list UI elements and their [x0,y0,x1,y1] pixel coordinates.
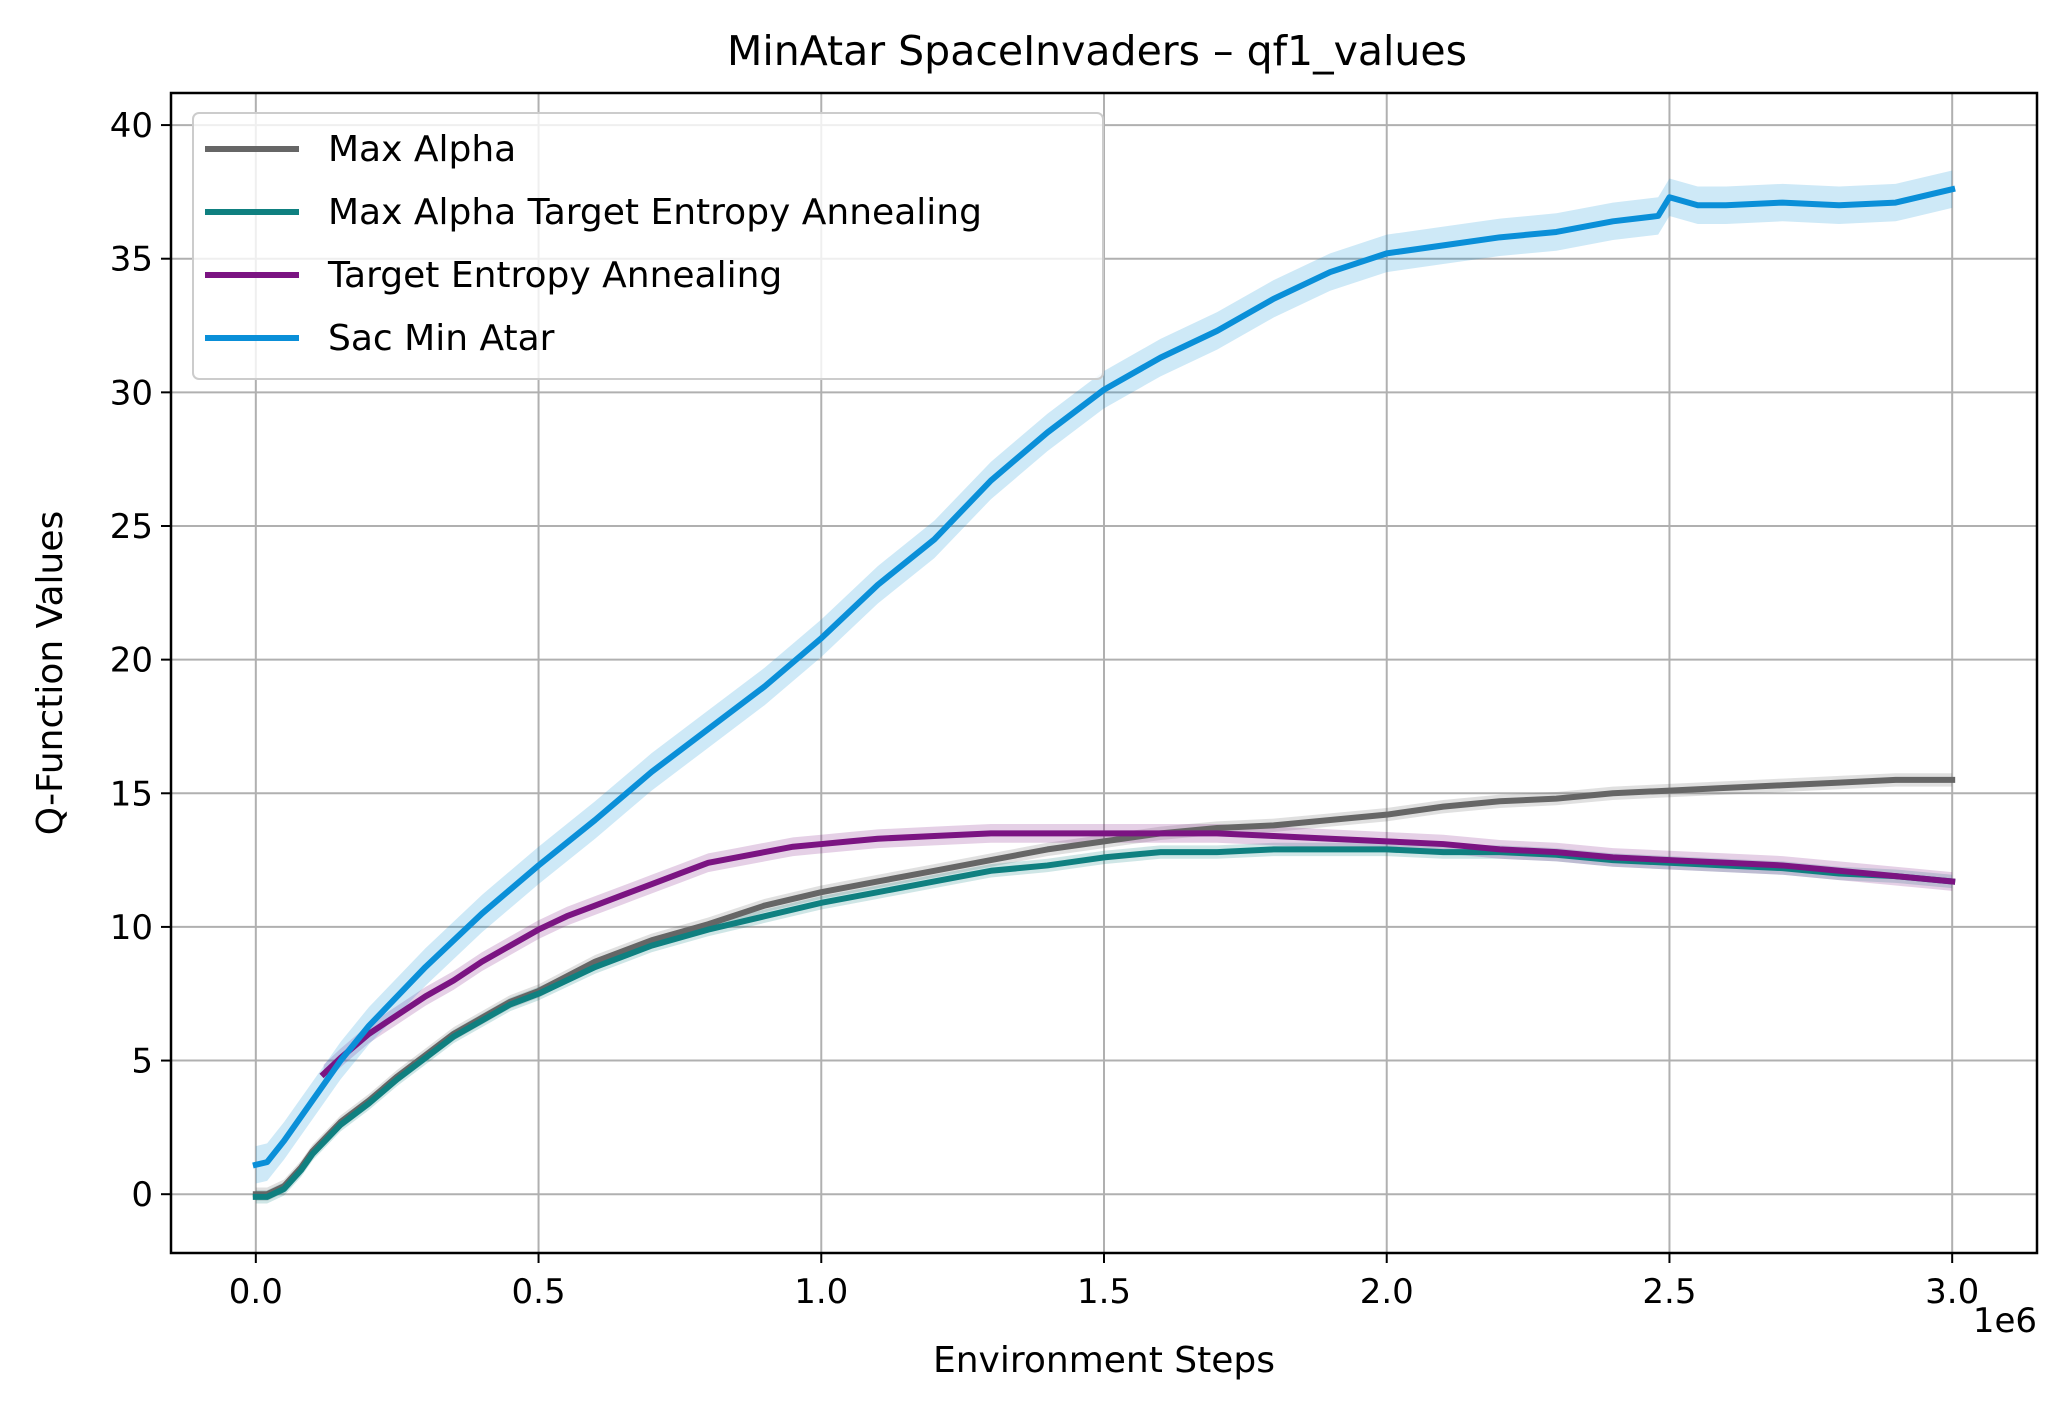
x-tick-label: 0.0 [229,1272,283,1312]
x-tick-label: 3.0 [1925,1272,1979,1312]
y-tick-label: 15 [110,774,153,814]
x-axis-ticks: 0.0 0.5 1.0 1.5 2.0 2.5 3.0 [229,1253,1979,1312]
y-axis-ticks: 0 5 10 15 20 25 30 35 40 [110,106,171,1215]
y-tick-label: 10 [110,908,153,948]
y-tick-label: 5 [131,1042,153,1082]
legend-frame [192,112,1104,380]
y-tick-label: 0 [131,1175,153,1215]
x-axis-label: Environment Steps [933,1340,1275,1381]
chart-title: MinAtar SpaceInvaders – qf1_values [727,27,1467,75]
line-target-entropy-annealing [319,830,1956,1079]
y-tick-label: 20 [110,641,153,681]
legend-label-target-entropy-annealing: Target Entropy Annealing [327,255,782,296]
y-tick-label: 30 [110,373,153,413]
x-tick-label: 2.0 [1360,1272,1414,1312]
y-axis-label: Q-Function Values [30,511,71,836]
x-tick-label: 1.0 [794,1272,848,1312]
y-tick-label: 35 [110,240,153,280]
x-axis-offset-label: 1e6 [1973,1301,2037,1341]
legend-label-max-alpha-target-entropy-annealing: Max Alpha Target Entropy Annealing [328,192,982,233]
line-sac-min-atar [252,185,1956,1169]
x-tick-label: 2.5 [1642,1272,1696,1312]
y-tick-label: 25 [110,507,153,547]
x-tick-label: 1.5 [1077,1272,1131,1312]
legend-label-max-alpha: Max Alpha [328,129,516,170]
band-sac-min-atar [255,170,1953,1184]
legend: Max Alpha Max Alpha Target Entropy Annea… [192,112,1104,380]
x-tick-label: 0.5 [512,1272,566,1312]
y-tick-label: 40 [110,106,153,146]
legend-label-sac-min-atar: Sac Min Atar [328,318,555,359]
series-lines [252,185,1956,1200]
